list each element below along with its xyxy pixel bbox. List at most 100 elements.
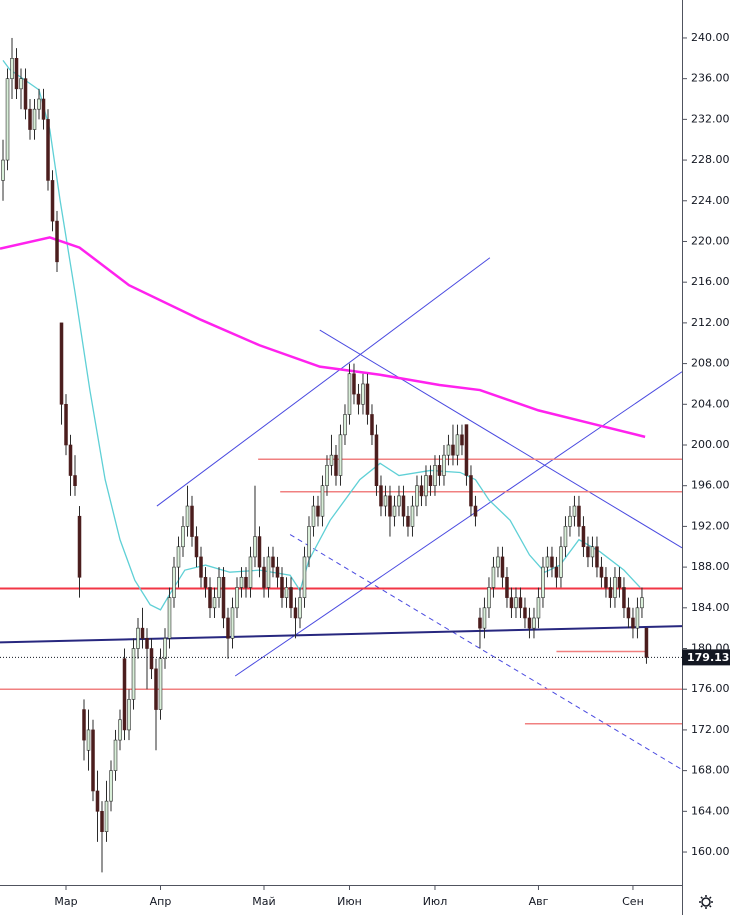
candle-body — [523, 607, 527, 619]
last-price-label: 179.13 — [687, 651, 729, 664]
candle-body — [541, 566, 545, 598]
candle-body — [473, 505, 478, 517]
candle-body — [91, 729, 95, 792]
settings-icon[interactable] — [699, 895, 713, 909]
candle-body — [32, 108, 37, 130]
y-tick-label: 200.00 — [691, 438, 730, 451]
candle-body — [532, 617, 536, 629]
candle-body — [554, 566, 559, 578]
y-tick-label: 232.00 — [691, 112, 730, 125]
candle-body — [208, 587, 212, 609]
candle-body — [464, 424, 469, 476]
candle-body — [298, 597, 302, 619]
y-tick-label: 204.00 — [691, 397, 730, 410]
candle-body — [59, 322, 64, 405]
candle-body — [248, 556, 253, 588]
candle-body — [194, 536, 199, 558]
candle-body — [311, 505, 316, 527]
moving-average — [0, 236, 646, 439]
candle-body — [568, 515, 572, 527]
candle-body — [347, 373, 352, 415]
candle-body — [113, 739, 118, 771]
candle-body — [118, 719, 122, 741]
candle-body — [586, 546, 590, 558]
candle-body — [23, 78, 28, 110]
candle-body — [221, 576, 226, 619]
candle-body — [284, 587, 289, 598]
candle-body — [163, 638, 167, 659]
y-tick-label: 224.00 — [691, 194, 730, 207]
candle-body — [622, 587, 626, 609]
y-tick-label: 184.00 — [691, 601, 730, 614]
candle-body — [559, 546, 563, 578]
candle-body — [50, 180, 55, 222]
candle-body — [514, 597, 518, 609]
candle-body — [388, 495, 392, 517]
candle-body — [100, 811, 104, 832]
y-tick-label: 168.00 — [691, 764, 730, 777]
candle-body — [217, 576, 221, 598]
candle-body — [158, 658, 163, 710]
candle-body — [136, 627, 140, 649]
candle-body — [599, 566, 604, 578]
candle-body — [379, 485, 383, 507]
candle-body — [590, 546, 595, 558]
candle-body — [370, 414, 374, 436]
candle-body — [1, 159, 5, 181]
candle-body — [527, 617, 532, 629]
candle-body — [415, 485, 419, 507]
candle-body — [397, 495, 401, 507]
y-tick-label: 176.00 — [691, 682, 730, 695]
gear-teeth — [699, 895, 713, 909]
candle-body — [419, 485, 424, 497]
candle-body — [325, 465, 329, 486]
y-tick-label: 164.00 — [691, 804, 730, 817]
candle-body — [37, 98, 41, 110]
candle-body — [401, 495, 406, 517]
trend-line — [319, 329, 683, 549]
candle-body — [145, 638, 149, 649]
x-tick-label: Апр — [150, 895, 172, 908]
x-tick-label: Авг — [529, 895, 549, 908]
candle-body — [500, 556, 505, 578]
candle-body — [617, 576, 622, 588]
y-tick-label: 192.00 — [691, 519, 730, 532]
candle-body — [365, 383, 370, 415]
candle-body — [604, 576, 608, 588]
candle-body — [410, 505, 415, 527]
candle-body — [131, 648, 136, 700]
candle-body — [253, 536, 257, 558]
candle-body — [496, 556, 500, 568]
candle-body — [212, 597, 217, 609]
candle-body — [64, 403, 68, 446]
candle-body — [104, 800, 109, 832]
candle-body — [491, 566, 496, 588]
candle-body — [95, 790, 100, 812]
candle-body — [316, 505, 320, 517]
y-tick-label: 208.00 — [691, 357, 730, 370]
plot-area — [0, 37, 683, 873]
candle-body — [257, 536, 262, 568]
x-tick-label: Июл — [423, 895, 448, 908]
candle-body — [334, 454, 338, 476]
x-tick-label: Май — [252, 895, 275, 908]
candle-body — [271, 556, 275, 568]
trend-line — [0, 625, 683, 644]
candle-body — [199, 556, 203, 578]
candle-body — [505, 576, 509, 598]
candle-body — [550, 556, 554, 568]
candle-body — [572, 505, 577, 517]
y-tick-label: 212.00 — [691, 316, 730, 329]
y-tick-label: 236.00 — [691, 72, 730, 85]
y-tick-label: 160.00 — [691, 845, 730, 858]
candle-body — [644, 627, 649, 658]
candle-body — [442, 454, 446, 476]
y-tick-label: 240.00 — [691, 31, 730, 44]
candle-body — [203, 576, 208, 588]
candle-body — [68, 444, 73, 476]
candle-body — [613, 576, 617, 598]
candle-body — [374, 434, 379, 486]
candle-body — [280, 576, 284, 598]
candle-body — [437, 465, 442, 476]
